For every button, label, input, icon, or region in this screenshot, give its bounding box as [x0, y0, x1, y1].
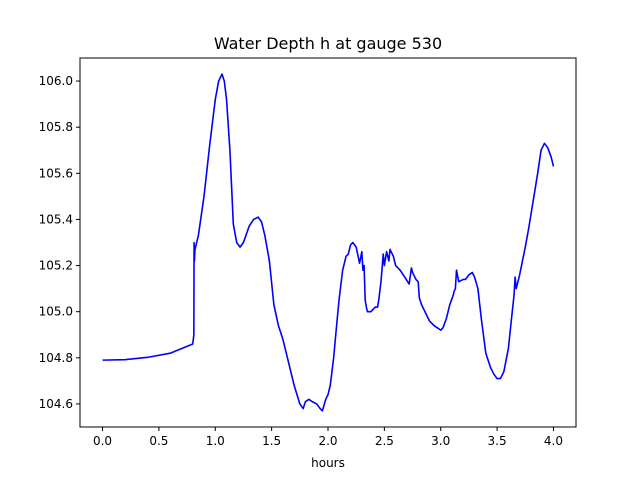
y-tick-label: 105.2: [39, 259, 73, 273]
x-tick-label: 3.5: [488, 434, 507, 448]
y-tick-label: 104.6: [39, 397, 73, 411]
y-tick-label: 106.0: [39, 74, 73, 88]
x-tick-label: 4.0: [544, 434, 563, 448]
x-tick-label: 2.0: [318, 434, 337, 448]
y-tick-label: 105.0: [39, 305, 73, 319]
y-tick-label: 105.6: [39, 166, 73, 180]
chart-title: Water Depth h at gauge 530: [214, 34, 442, 53]
series-layer: [102, 73, 555, 412]
y-tick-label: 105.4: [39, 212, 73, 226]
x-tick-label: 0.5: [149, 434, 168, 448]
x-tick-label: 2.5: [375, 434, 394, 448]
x-axis: 0.0 0.5 1.0 1.5 2.0 2.5 3.0 3.5 4.0: [93, 427, 563, 448]
series-line-0: [102, 73, 555, 412]
x-tick-label: 1.5: [262, 434, 281, 448]
y-tick-label: 104.8: [39, 351, 73, 365]
x-axis-label: hours: [311, 456, 345, 470]
x-tick-label: 3.0: [431, 434, 450, 448]
plot-frame: [79, 57, 577, 428]
x-tick-label: 0.0: [93, 434, 112, 448]
y-axis: 104.6 104.8 105.0 105.2 105.4 105.6 105.8 106.0: [39, 74, 80, 411]
x-tick-label: 1.0: [206, 434, 225, 448]
y-tick-label: 105.8: [39, 120, 73, 134]
